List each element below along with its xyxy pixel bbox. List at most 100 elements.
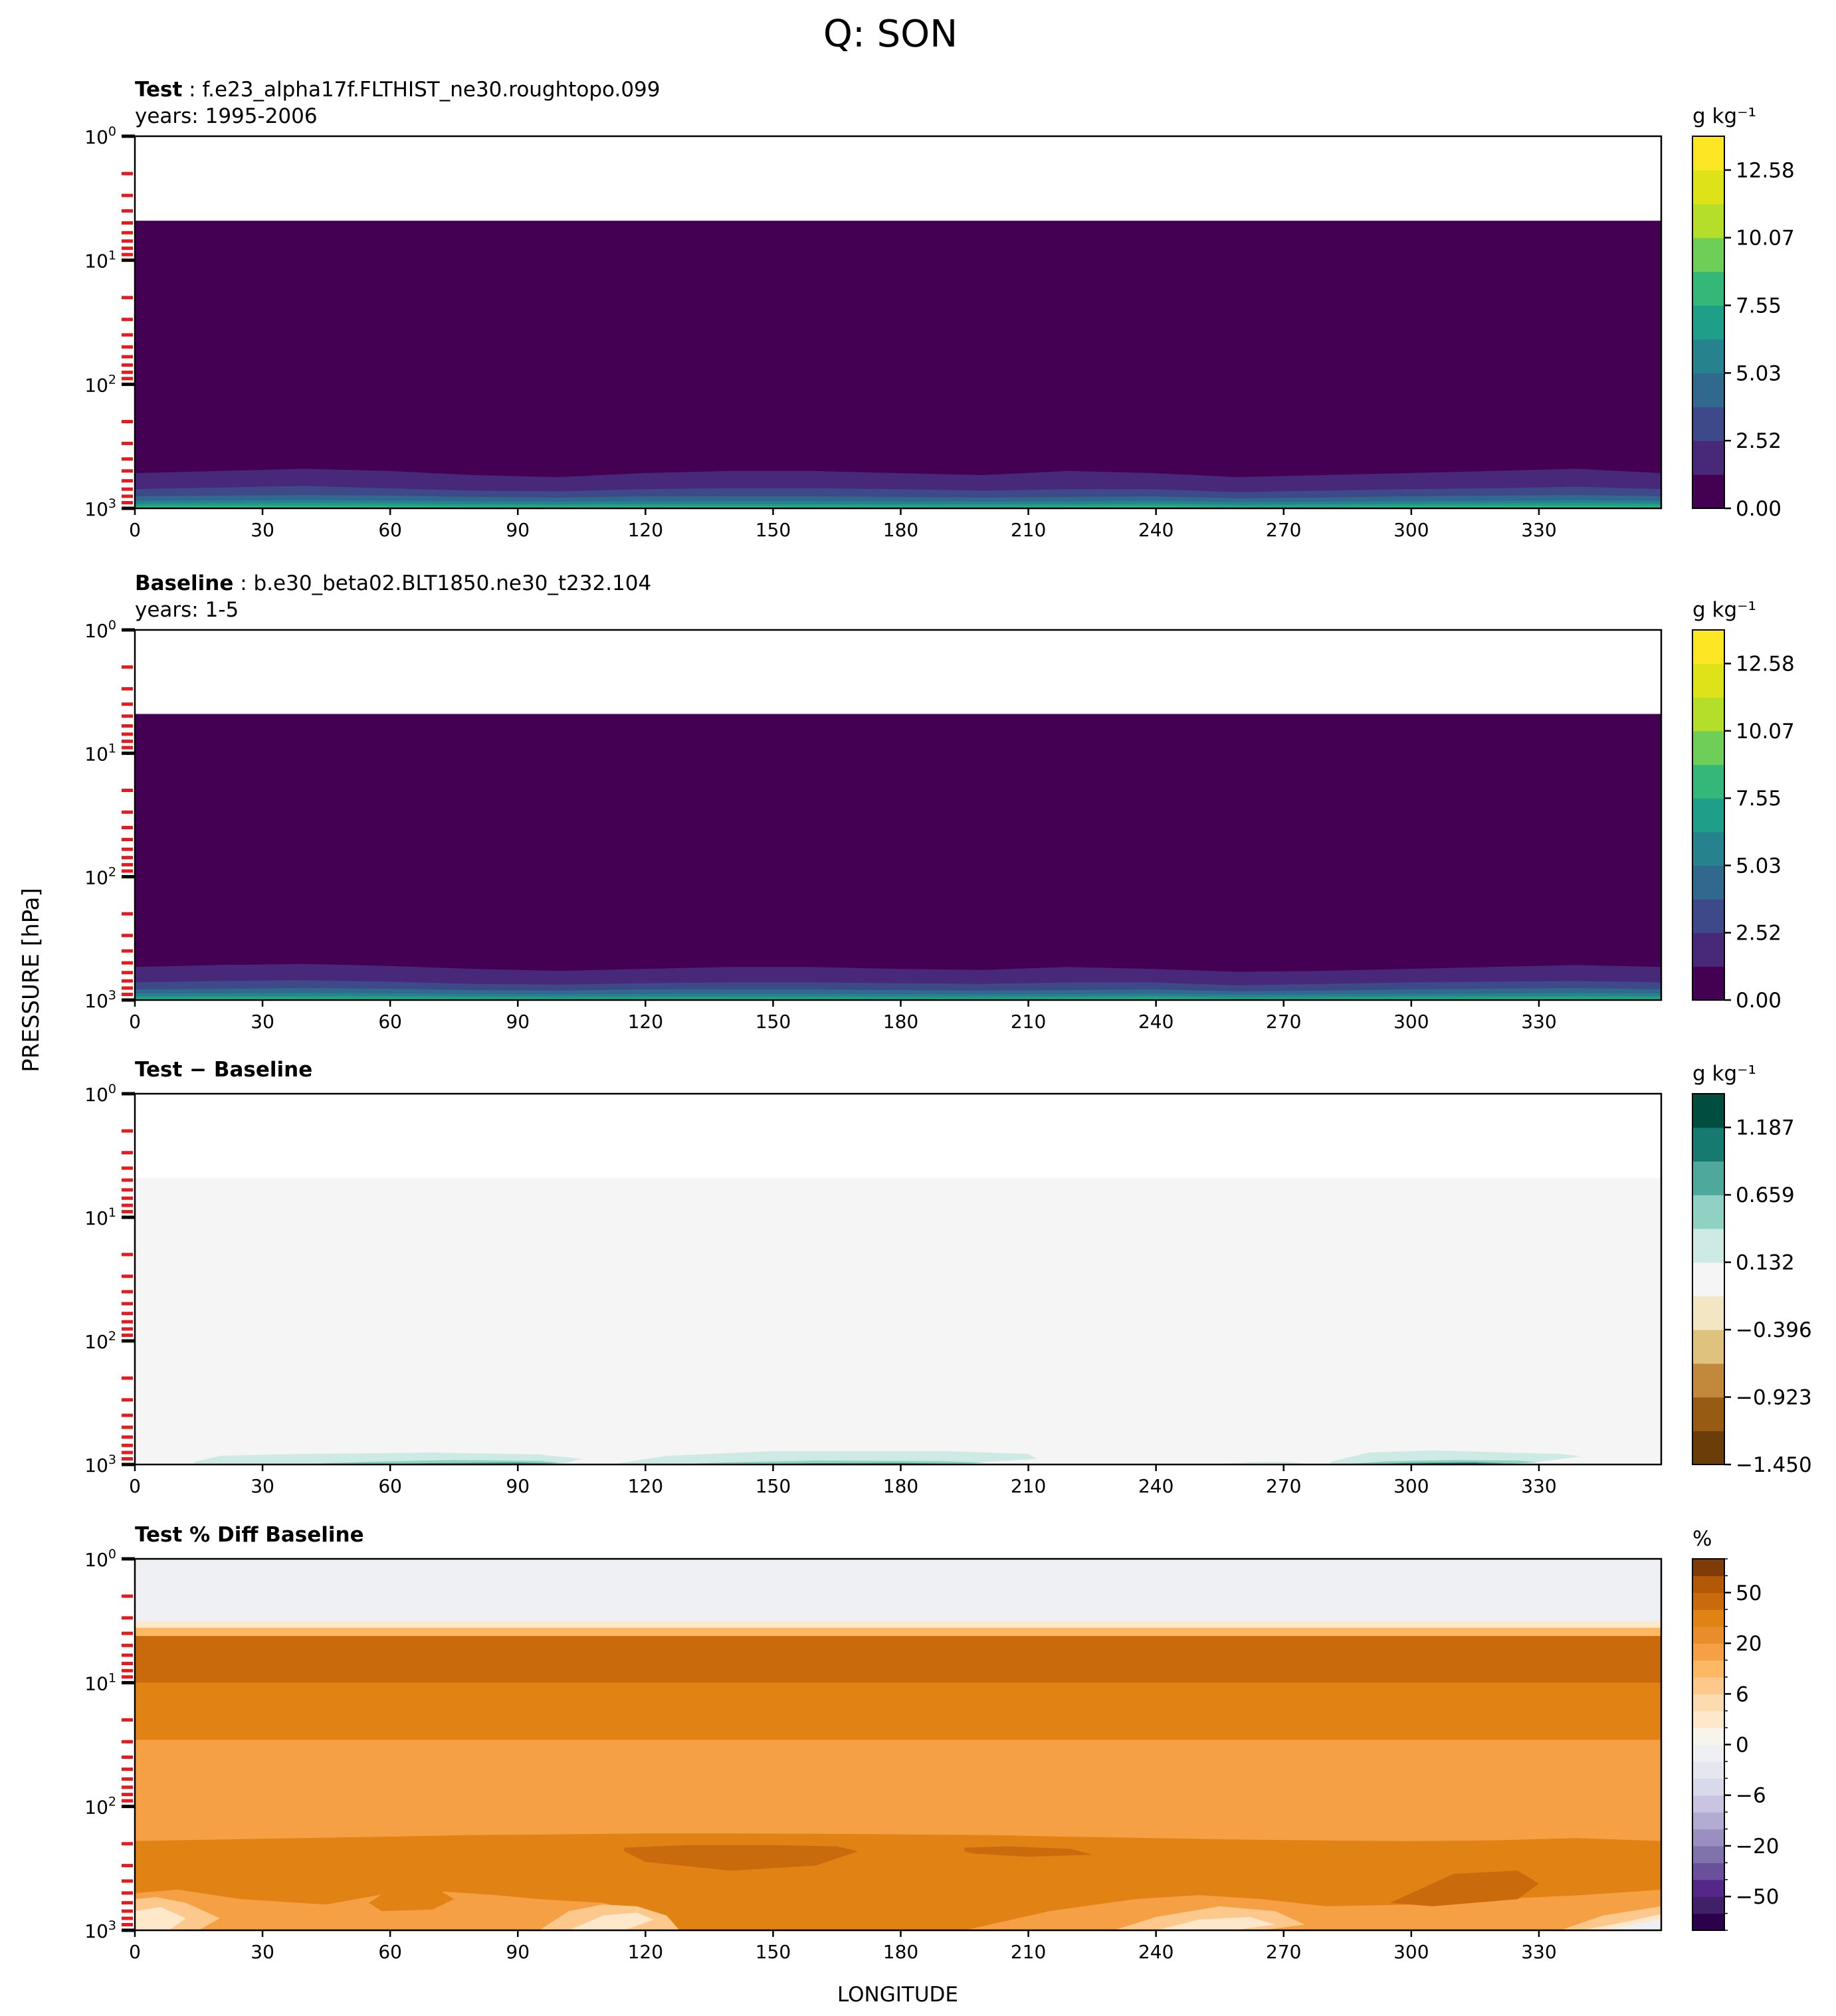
x-tick-label: 0: [129, 519, 141, 541]
colorbar-swatch: [1692, 1728, 1724, 1746]
x-tick-label: 30: [251, 519, 274, 541]
colorbar-swatch: [1692, 1845, 1724, 1863]
colorbar-swatch: [1692, 1676, 1724, 1694]
x-tick-label: 210: [1011, 1475, 1046, 1497]
colorbar-tick-label: 5.03: [1736, 854, 1782, 878]
panel-3: 0 30 60 90 120 150 180 210 240 270 300 330 100 101 102…: [84, 1058, 1811, 1497]
colorbar-tick-label: 6: [1736, 1682, 1749, 1706]
panel-subtitle: years: 1-5: [135, 598, 239, 622]
colorbar-swatch: [1692, 1094, 1724, 1128]
contour-region-14: [1389, 1870, 1539, 1906]
panel-subtitle: years: 1995-2006: [135, 104, 318, 128]
x-tick-label: 180: [883, 1941, 918, 1963]
colorbar-swatch: [1692, 136, 1724, 171]
x-tick-label: 180: [883, 519, 918, 541]
colorbar-swatch: [1692, 932, 1724, 967]
y-tick-label: 101: [84, 249, 116, 272]
x-tick-label: 60: [378, 519, 402, 541]
colorbar-tick-label: −20: [1736, 1835, 1779, 1859]
axes-frame: [134, 629, 1663, 1001]
x-tick-label: 300: [1393, 519, 1429, 541]
x-tick-label: 90: [506, 519, 530, 541]
x-tick-label: 270: [1266, 1475, 1301, 1497]
y-tick-label: 101: [84, 1205, 116, 1229]
y-tick-label: 102: [84, 864, 116, 888]
x-tick-label: 120: [628, 1941, 663, 1963]
x-tick-label: 90: [506, 1941, 530, 1963]
x-tick-label: 330: [1521, 1475, 1556, 1497]
x-tick-label: 210: [1011, 1941, 1046, 1963]
colorbar-swatch: [1692, 630, 1724, 664]
colorbar-tick-label: 50: [1736, 1581, 1762, 1605]
y-tick-label: 102: [84, 1795, 116, 1819]
colorbar-tick-label: 2.52: [1736, 429, 1782, 453]
colorbar-swatch: [1692, 1660, 1724, 1678]
colorbar-swatch: [1692, 1761, 1724, 1779]
contour-region-9: [1156, 1916, 1275, 1930]
colorbar-swatch: [1692, 697, 1724, 732]
colorbar-swatch: [1692, 831, 1724, 866]
x-tick-label: 240: [1138, 1941, 1173, 1963]
colorbar-swatch: [1692, 474, 1724, 509]
y-tick-label: 100: [84, 618, 116, 642]
contour-region-11: [1607, 1919, 1661, 1930]
x-tick-label: 330: [1521, 519, 1556, 541]
colorbar-swatch: [1692, 1195, 1724, 1229]
y-tick-label: 103: [84, 988, 116, 1012]
colorbar-swatch: [1692, 441, 1724, 475]
contour-region-8: [569, 1912, 655, 1930]
colorbar-swatch: [1692, 271, 1724, 306]
colorbar-swatch: [1692, 1795, 1724, 1813]
colorbar-tick-label: −1.450: [1736, 1453, 1812, 1477]
colorbar-swatch: [1692, 407, 1724, 441]
colorbar-swatch: [1692, 1330, 1724, 1364]
y-tick-label: 103: [84, 1918, 116, 1942]
colorbar-swatch: [1692, 1879, 1724, 1897]
x-tick-label: 0: [129, 1011, 141, 1033]
y-tick-label: 102: [84, 372, 116, 396]
colorbar-unit: g kg⁻¹: [1692, 104, 1756, 128]
colorbar-swatch: [1692, 1228, 1724, 1263]
y-axis-label: PRESSURE [hPa]: [18, 888, 45, 1072]
panel-1: 0 30 60 90 120 150 180 210 240 270 300 330 100 101 102…: [84, 78, 1794, 541]
colorbar-swatch: [1692, 1161, 1724, 1195]
axes-frame: [134, 1092, 1663, 1466]
colorbar-tick-label: 10.07: [1736, 720, 1795, 744]
colorbar-swatch: [1692, 1431, 1724, 1465]
colorbar-swatch: [1692, 237, 1724, 272]
x-tick-label: 150: [756, 519, 791, 541]
colorbar-tick-label: 7.55: [1736, 787, 1782, 811]
colorbar-swatch: [1692, 865, 1724, 900]
x-tick-label: 300: [1393, 1475, 1429, 1497]
colorbar-swatch: [1692, 1896, 1724, 1914]
contour-region-12: [624, 1845, 859, 1871]
x-tick-label: 330: [1521, 1011, 1556, 1033]
y-tick-label: 100: [84, 124, 116, 148]
colorbar-swatch: [1692, 1363, 1724, 1398]
colorbar-swatch: [1692, 203, 1724, 239]
y-tick-label: 100: [84, 1547, 116, 1571]
x-tick-label: 60: [378, 1475, 402, 1497]
y-tick-label: 103: [84, 496, 116, 520]
colorbar-swatch: [1692, 1592, 1724, 1610]
field-fill: [135, 221, 1661, 508]
x-tick-label: 210: [1011, 1011, 1046, 1033]
x-tick-label: 210: [1011, 519, 1046, 541]
x-tick-label: 60: [378, 1941, 402, 1963]
colorbar-swatch: [1692, 663, 1724, 698]
colorbar-frame: [1692, 1093, 1725, 1465]
x-tick-label: 60: [378, 1011, 402, 1033]
colorbar-tick-label: −50: [1736, 1885, 1779, 1909]
colorbar-swatch: [1692, 373, 1724, 407]
x-tick-label: 30: [251, 1941, 274, 1963]
colorbar-swatch: [1692, 1609, 1724, 1627]
x-tick-label: 120: [628, 1475, 663, 1497]
x-tick-label: 180: [883, 1011, 918, 1033]
colorbar-swatch: [1692, 1744, 1724, 1762]
colorbar-tick-label: 12.58: [1736, 653, 1795, 676]
x-tick-label: 300: [1393, 1011, 1429, 1033]
x-tick-label: 30: [251, 1011, 274, 1033]
colorbar-swatch: [1692, 899, 1724, 934]
colorbar-swatch: [1692, 1296, 1724, 1330]
